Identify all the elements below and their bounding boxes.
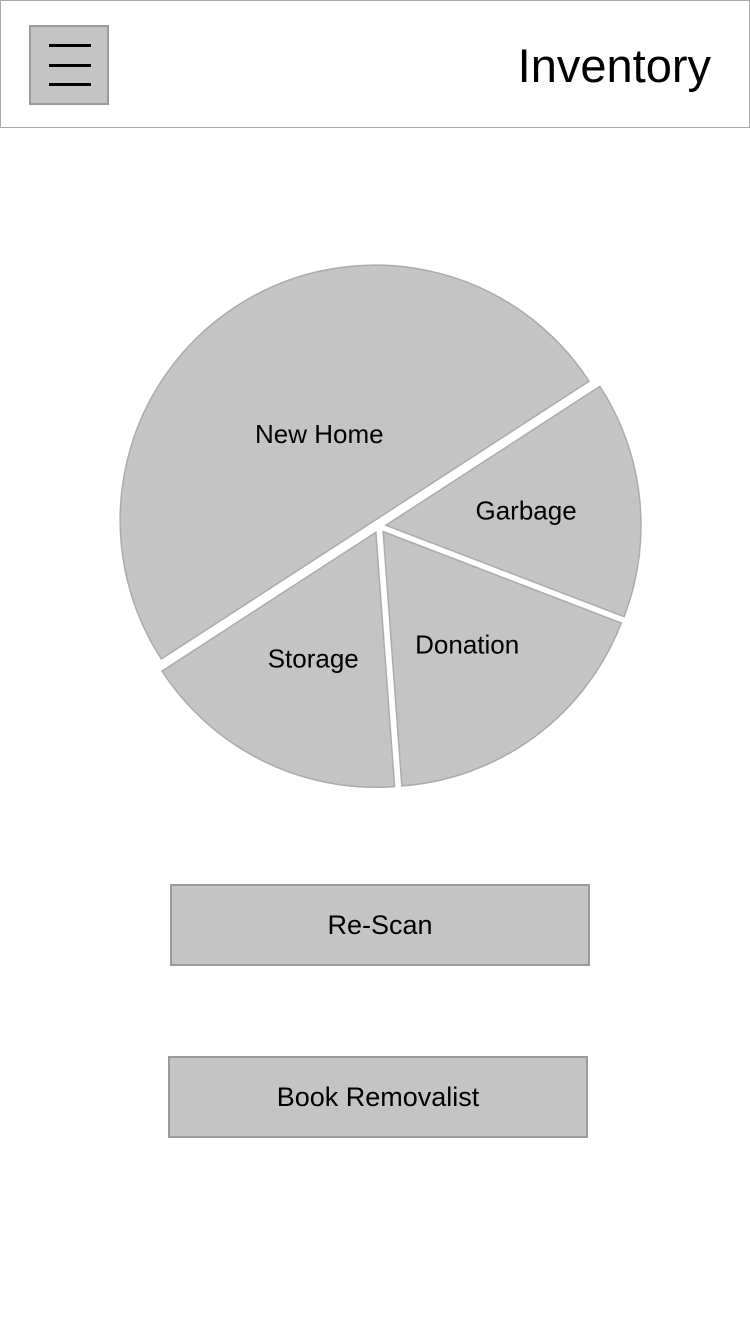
page-title: Inventory	[517, 39, 711, 92]
pie-slice-donation[interactable]	[382, 530, 623, 787]
menu-bar	[49, 44, 91, 47]
pie-slice-storage[interactable]	[160, 530, 396, 788]
book-removalist-button[interactable]: Book Removalist	[168, 1056, 588, 1138]
menu-button[interactable]	[29, 25, 109, 105]
pie-label-storage: Storage	[268, 643, 359, 673]
menu-bar	[49, 83, 91, 86]
menu-bar	[49, 64, 91, 67]
inventory-pie-chart: New Home Garbage Donation Storage	[119, 264, 642, 788]
pie-slice-new-home[interactable]	[119, 264, 591, 661]
rescan-button[interactable]: Re-Scan	[170, 884, 590, 966]
pie-label-garbage: Garbage	[475, 496, 576, 526]
pie-label-new-home: New Home	[255, 419, 384, 449]
app-header: Inventory	[0, 0, 750, 128]
pie-label-donation: Donation	[415, 630, 519, 660]
pie-slice-garbage[interactable]	[384, 385, 642, 618]
